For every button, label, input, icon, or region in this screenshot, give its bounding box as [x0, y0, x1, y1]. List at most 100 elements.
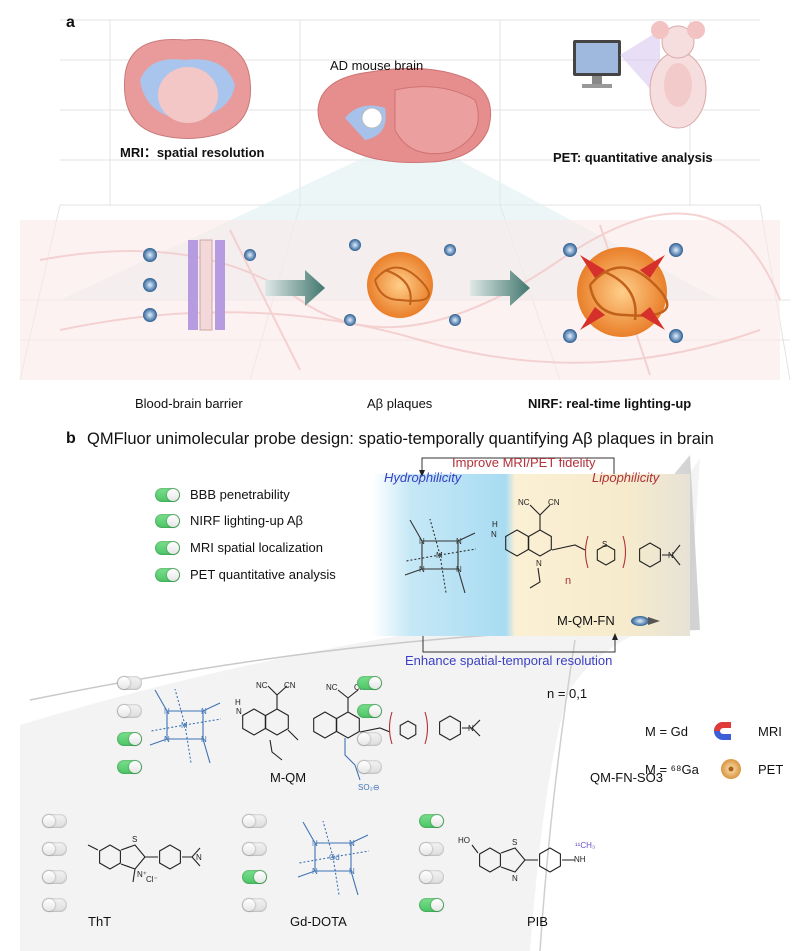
- bond: [269, 729, 299, 761]
- atom-label: N: [419, 537, 425, 546]
- ring: [336, 711, 360, 739]
- hydrophilicity-label: Hydrophilicity: [384, 470, 462, 485]
- lipophilicity-label: Lipophilicity: [592, 470, 660, 485]
- n-values: n = 0,1: [547, 686, 588, 701]
- atom-label: H: [492, 520, 498, 529]
- metal-gd: M = Gd: [645, 724, 688, 739]
- atom-label: N: [312, 839, 318, 848]
- radiation-icon: [721, 759, 741, 779]
- legend-toggle[interactable]: [155, 514, 180, 528]
- arrow-right-2: [470, 270, 530, 306]
- legend-toggle[interactable]: [155, 568, 180, 582]
- mouse-illustration: [649, 21, 707, 129]
- improve-fidelity-arrow: [421, 457, 615, 474]
- bond: [149, 689, 221, 764]
- ring: [159, 844, 181, 870]
- property-toggle[interactable]: [419, 814, 444, 828]
- atom-label: S: [512, 838, 517, 847]
- panel-b-label: b: [66, 430, 76, 447]
- atom-label: NC: [518, 498, 530, 507]
- metal-ga: M = ⁶⁸Ga: [645, 762, 699, 777]
- property-toggle[interactable]: [42, 870, 67, 884]
- improve-fidelity-label: Improve MRI/PET fidelity: [452, 455, 596, 470]
- legend-toggle[interactable]: [155, 488, 180, 502]
- mri-brain-slice: [123, 38, 252, 139]
- legend-toggle[interactable]: [155, 541, 180, 555]
- atom-label: N: [456, 537, 462, 546]
- atom-label: N: [491, 530, 497, 539]
- atom-label: M: [181, 721, 188, 730]
- atom-label: N: [236, 707, 242, 716]
- legend-label: NIRF lighting-up Aβ: [190, 513, 303, 528]
- nirf-caption: NIRF: real-time lighting-up: [528, 396, 692, 411]
- atom-label: NC: [256, 681, 268, 690]
- property-toggle[interactable]: [117, 760, 142, 774]
- property-toggle[interactable]: [242, 870, 267, 884]
- atom-label: N: [164, 707, 170, 716]
- property-toggle[interactable]: [419, 842, 444, 856]
- property-toggle[interactable]: [242, 842, 267, 856]
- atom-label: N: [349, 867, 355, 876]
- panel-a-label: a: [66, 14, 75, 31]
- atom-label: N: [668, 551, 674, 560]
- modality-pet: PET: [758, 762, 784, 777]
- property-toggle[interactable]: [357, 704, 382, 718]
- ring: [539, 847, 561, 873]
- atom-label: CN: [284, 681, 296, 690]
- property-toggle[interactable]: [419, 898, 444, 912]
- ring: [528, 529, 552, 557]
- probe-repeat-n: n: [565, 575, 572, 587]
- atom-label: CN: [548, 498, 560, 507]
- bond: [471, 844, 575, 873]
- property-toggle[interactable]: [42, 842, 67, 856]
- bond: [529, 504, 551, 530]
- atom-label: M: [436, 551, 443, 560]
- atom-label: S: [132, 835, 137, 844]
- compound-name: QM-FN-SO3: [590, 770, 663, 785]
- atom-label: N: [201, 707, 207, 716]
- property-toggle[interactable]: [242, 898, 267, 912]
- probe-light-icon: [631, 616, 660, 626]
- atom-label: N: [468, 724, 474, 733]
- property-toggle[interactable]: [117, 704, 142, 718]
- blood-brain-barrier: [143, 239, 256, 331]
- compound-name: PIB: [527, 914, 548, 929]
- atom-label: N: [312, 867, 318, 876]
- pet-monitor: [573, 30, 660, 100]
- atom-label: NC: [326, 683, 338, 692]
- plaques-caption: Aβ plaques: [367, 396, 433, 411]
- bond: [529, 544, 586, 589]
- bond: [462, 719, 481, 737]
- magnet-icon: [714, 722, 731, 740]
- bond: [337, 689, 359, 712]
- property-toggle[interactable]: [357, 676, 382, 690]
- property-toggle[interactable]: [117, 676, 142, 690]
- atom-label: N: [349, 839, 355, 848]
- property-toggle[interactable]: [42, 814, 67, 828]
- bond: [584, 535, 627, 569]
- compound-name: ThT: [88, 914, 112, 929]
- atom-label: N: [196, 853, 202, 862]
- property-toggle[interactable]: [357, 760, 382, 774]
- ad-mouse-brain-caption: AD mouse brain: [330, 58, 424, 73]
- atom-label: ¹¹CH₃: [575, 841, 595, 850]
- ring: [479, 847, 501, 873]
- atom-label: N: [512, 874, 518, 883]
- property-toggle[interactable]: [117, 732, 142, 746]
- compound-name: Gd-DOTA: [290, 914, 347, 929]
- property-toggle[interactable]: [42, 898, 67, 912]
- legend-label: PET quantitative analysis: [190, 567, 336, 582]
- ring: [596, 544, 616, 566]
- property-toggle[interactable]: [419, 870, 444, 884]
- property-toggle[interactable]: [242, 814, 267, 828]
- legend-label: BBB penetrability: [190, 487, 290, 502]
- enhance-resolution-arrow: [422, 636, 616, 653]
- bond: [297, 821, 369, 896]
- amyloid-plaque: [344, 239, 461, 326]
- bond: [662, 544, 681, 566]
- bond: [87, 844, 201, 883]
- property-toggle[interactable]: [357, 732, 382, 746]
- atom-label: HO: [458, 836, 470, 845]
- atom-label: Gd: [329, 853, 340, 862]
- ring: [265, 708, 289, 736]
